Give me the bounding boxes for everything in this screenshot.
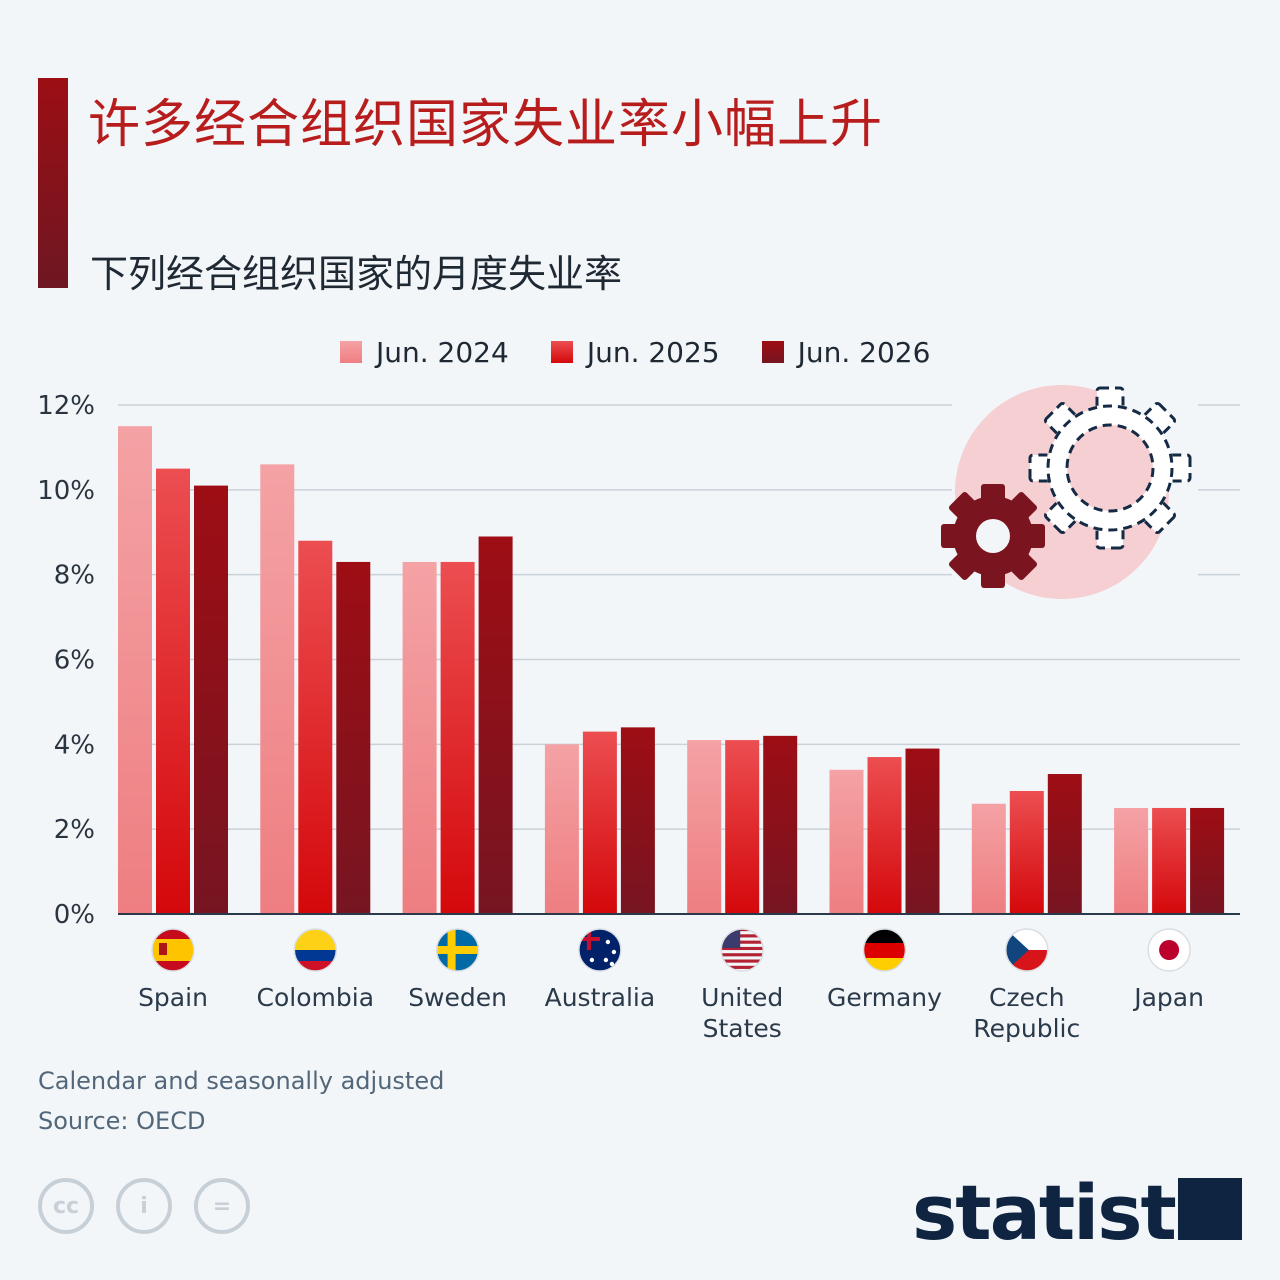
chart-subtitle: 下列经合组织国家的月度失业率 [90,252,623,296]
no-derivatives-icon[interactable]: = [194,1178,250,1234]
bar-germany-2026 [905,748,940,914]
y-tick-label: 2% [54,815,95,845]
category-label: Colombia [257,983,374,1012]
category-label: States [703,1014,782,1043]
category-label: Sweden [408,983,507,1012]
legend-label-2025: Jun. 2025 [586,335,720,369]
legend-item-2026: Jun. 2026 [761,335,931,369]
statista-logo[interactable]: statista [912,1168,1226,1257]
spain-flag-icon [152,929,194,971]
legend-item-2025: Jun. 2025 [550,335,720,369]
flag-border [435,928,480,972]
flag-border [1147,928,1191,972]
legend-swatch-2024 [340,341,362,363]
bar-spain-2024 [118,426,152,914]
legend: Jun. 2024 Jun. 2025 Jun. 2026 [340,334,972,370]
bar-colombia-2024 [260,464,295,914]
note-adjustment: Calendar and seasonally adjusted [38,1067,445,1095]
bar-sweden-2026 [478,536,513,914]
australia-flag-icon [578,929,621,971]
flag-border [862,928,907,972]
category-label: Germany [827,983,942,1012]
gears-illustration [941,385,1192,599]
flag-border [720,928,764,972]
bar-sweden-2025 [440,561,475,914]
license-icons: cc i = [38,1178,272,1234]
flag-border [151,928,195,972]
attribution-icon[interactable]: i [116,1178,172,1234]
y-tick-label: 8% [54,561,95,591]
bar-czech-republic-2026 [1047,774,1082,914]
category-label: Japan [1132,983,1204,1012]
bar-spain-2025 [156,468,190,914]
bar-czech-republic-2025 [1009,790,1044,914]
bar-sweden-2024 [402,561,437,914]
category-label: Spain [138,983,208,1012]
bar-japan-2026 [1190,807,1225,914]
bar-spain-2026 [194,485,228,914]
united-states-flag-icon [721,929,764,969]
sweden-flag-icon [436,929,479,971]
bar-germany-2024 [829,769,864,914]
bar-australia-2025 [582,731,617,914]
category-label: Republic [973,1014,1080,1043]
japan-flag-icon [1148,929,1191,971]
flag-border [1005,928,1049,972]
category-label: Australia [545,983,656,1012]
bar-colombia-2025 [298,540,333,914]
bar-japan-2024 [1114,807,1149,914]
legend-swatch-2026 [761,341,784,363]
legend-item-2024: Jun. 2024 [340,336,509,369]
statista-logo-mark [1178,1178,1242,1240]
solid-gear-icon [941,484,1045,588]
legend-label-2024: Jun. 2024 [376,335,509,369]
flag-border [293,928,338,972]
legend-label-2026: Jun. 2026 [797,335,931,369]
bar-czech-republic-2024 [971,803,1006,914]
czech-republic-flag-icon [1005,929,1048,971]
colombia-flag-icon [294,929,337,971]
bar-australia-2024 [544,744,579,914]
creative-commons-icon[interactable]: cc [38,1178,94,1234]
y-tick-label: 12% [37,391,95,421]
bar-germany-2025 [867,757,902,914]
bar-united-states-2026 [763,735,798,914]
y-tick-label: 4% [54,730,95,760]
legend-swatch-2025 [550,341,573,363]
bar-colombia-2026 [336,561,371,914]
flag-border [578,928,622,972]
bar-united-states-2025 [725,740,760,914]
bar-chart: 0% 2% 4% 6% 8% 10% 12% Spain Colombia Sweden Aust… [37,385,1240,1043]
outline-gear-icon [1028,386,1192,550]
chart-title: 许多经合组织国家失业率小幅上升 [88,95,884,155]
source-note: Source: OECD [38,1107,206,1135]
bar-australia-2026 [620,727,655,914]
category-label: Czech [989,983,1065,1012]
bar-united-states-2024 [687,740,722,914]
y-tick-label: 10% [37,476,95,506]
germany-flag-icon [863,929,906,971]
y-tick-label: 6% [54,646,95,676]
title-accent-bar [38,78,68,288]
bar-japan-2025 [1152,807,1187,914]
y-tick-label: 0% [54,900,95,930]
category-label: United [701,983,783,1012]
